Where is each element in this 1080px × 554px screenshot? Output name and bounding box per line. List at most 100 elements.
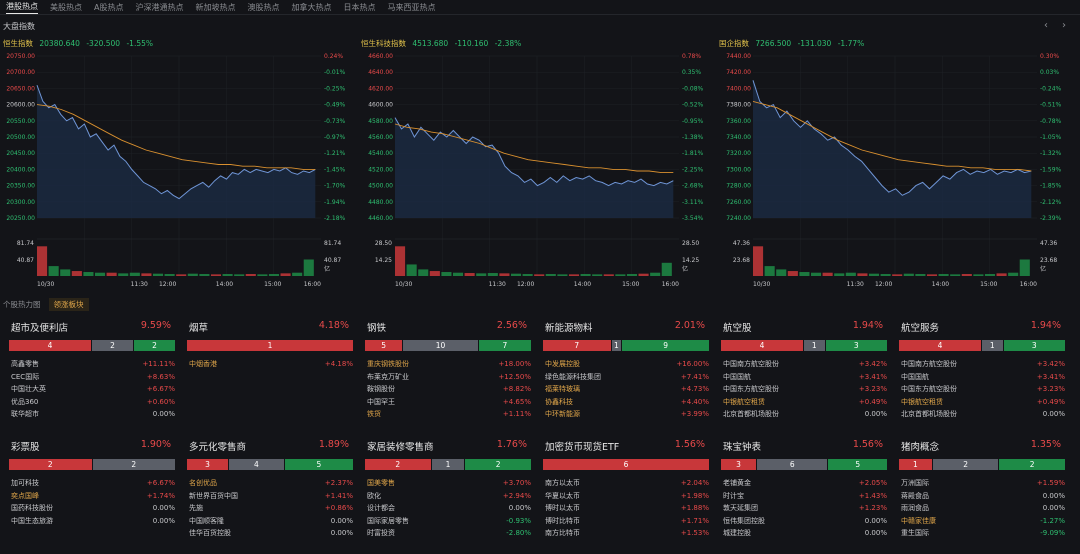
y-tick-label: 7240.00 [726,215,751,222]
y-tick-label: 20300.00 [6,199,35,206]
stock-row[interactable]: 协鑫科技 +4.40% [545,396,709,409]
stock-change: 0.00% [152,410,175,419]
index-chart-hscei[interactable]: 国企指数 7266.500 -131.030 -1.77% 7440.00 0.3… [719,38,1064,290]
stock-row[interactable]: 中国南方航空股份 +3.42% [723,358,887,371]
stock-row[interactable]: 时计宝 +1.43% [723,490,887,503]
tab-hk-hot[interactable]: 港股热点 [6,1,38,14]
stock-row[interactable]: 博时比特币 +1.71% [545,515,709,528]
stock-row[interactable]: 万洲国际 +1.59% [901,477,1065,490]
stock-row[interactable]: 高鑫零售 +11.11% [11,358,175,371]
stock-change: +3.41% [1036,372,1065,381]
stock-row[interactable]: 佳华百货控股 0.00% [189,527,353,540]
stock-row[interactable]: 敦天延集团 +1.23% [723,502,887,515]
stock-row[interactable]: 中发展控股 +16.00% [545,358,709,371]
stock-row[interactable]: 中环新能源 +3.99% [545,408,709,421]
stock-name: 中国壮大英 [11,385,46,394]
stock-row[interactable]: 城建控股 0.00% [723,527,887,540]
volume-bar [210,274,222,276]
stock-name: 南方比特币 [545,529,580,538]
stock-row[interactable]: 重生国际 -9.09% [901,527,1065,540]
stock-row[interactable]: 北京首都机场股份 0.00% [723,408,887,421]
tab-ca-hot[interactable]: 加拿大热点 [291,2,332,12]
stock-row[interactable]: 先施 +0.86% [189,502,353,515]
tab-sg-hot[interactable]: 新加坡热点 [195,2,236,12]
stock-change: +1.43% [858,491,887,500]
stock-row[interactable]: 名创优品 +2.37% [189,477,353,490]
stock-name: 南方以太币 [545,479,580,488]
tab-au-hot[interactable]: 澳股热点 [247,2,280,12]
stock-row[interactable]: 时富投资 -2.80% [367,527,531,540]
stock-row[interactable]: 国际家居零售 -0.93% [367,515,531,528]
tab-a-hot[interactable]: A股热点 [94,2,124,12]
stock-list: 国美零售 +3.70% 欧化 +2.94% 设计都会 0.00% 国际家居零售 -0.93% 时… [367,477,531,540]
stock-row[interactable]: 中国罕王 +4.65% [367,396,531,409]
index-change: -320.500 [86,39,121,48]
stock-row[interactable]: 鞍钢股份 +8.82% [367,383,531,396]
stock-name: 中国国航 [901,372,929,381]
stock-row[interactable]: 中国顺客隆 0.00% [189,515,353,528]
y-pct-label: -2.68% [682,183,704,190]
stock-row[interactable]: 福莱特玻璃 +4.73% [545,383,709,396]
index-chart-hstech[interactable]: 恒生科技指数 4513.680 -110.160 -2.38% 4660.00 0… [361,38,706,290]
stock-row[interactable]: 中国南方航空股份 +3.42% [901,358,1065,371]
stock-row[interactable]: 南方以太币 +2.04% [545,477,709,490]
stock-row[interactable]: 华夏以太币 +1.98% [545,490,709,503]
tab-us-hot[interactable]: 美股热点 [50,2,82,12]
stock-row[interactable]: CEC国际 +8.63% [11,371,175,384]
stock-row[interactable]: 中银航空租赁 +0.49% [901,396,1065,409]
stock-row[interactable]: 布莱克万矿业 +12.50% [367,371,531,384]
advancers-segment: 4 [899,340,981,351]
index-name: 国企指数 [719,39,749,48]
chevron-right-icon[interactable]: › [1062,20,1066,31]
volume-bar [141,273,152,276]
stock-row[interactable]: 重庆钢铁股份 +18.00% [367,358,531,371]
stock-row[interactable]: 中国生态旅游 0.00% [11,515,175,528]
stock-row[interactable]: 奕点国峰 +1.74% [11,490,175,503]
stock-row[interactable]: 优品360 +0.60% [11,396,175,409]
tab-jp-hot[interactable]: 日本热点 [343,2,376,12]
sector-pct: 1.90% [140,439,171,450]
stock-row[interactable]: 中银航空租赁 +0.49% [723,396,887,409]
stock-row[interactable]: 国美零售 +3.70% [367,477,531,490]
stock-row[interactable]: 新世界百货中国 +1.41% [189,490,353,503]
y-tick-label: 20750.00 [6,53,35,60]
stock-row[interactable]: 中国壮大英 +6.67% [11,383,175,396]
stock-row[interactable]: 恒伟集团控股 0.00% [723,515,887,528]
unchanged-segment: 2 [92,459,175,470]
chevron-left-icon[interactable]: ‹ [1044,20,1048,31]
y-tick-label: 4520.00 [368,166,393,173]
stock-row[interactable]: 加可科技 +6.67% [11,477,175,490]
stock-row[interactable]: 中国国航 +3.41% [723,371,887,384]
stock-row[interactable]: 中赣家佳康 -1.27% [901,515,1065,528]
volume-bar [303,259,314,276]
stock-row[interactable]: 北京首都机场股份 0.00% [901,408,1065,421]
stock-row[interactable]: 国药科技股份 0.00% [11,502,175,515]
stock-row[interactable]: 蒋殿食品 0.00% [901,490,1065,503]
stock-row[interactable]: 绿色能源科技集团 +7.41% [545,371,709,384]
tab-connect-hot[interactable]: 沪深港通热点 [135,2,184,12]
tab-my-hot[interactable]: 马来西亚热点 [387,2,436,12]
leading-sector-tag[interactable]: 领涨板块 [48,298,89,311]
stock-row[interactable]: 南方比特币 +1.53% [545,527,709,540]
volume-bar [892,274,903,276]
stock-row[interactable]: 雨润食品 0.00% [901,502,1065,515]
stock-change: +3.70% [502,479,531,488]
heatmap-dropdown[interactable]: 个股热力图 [3,300,41,309]
stock-row[interactable]: 联华超市 0.00% [11,408,175,421]
stock-change: +3.42% [858,360,887,369]
stock-row[interactable]: 中国国航 +3.41% [901,371,1065,384]
stock-row[interactable]: 铁货 +1.11% [367,408,531,421]
stock-row[interactable]: 中国东方航空股份 +3.23% [901,383,1065,396]
stock-name: 中国南方航空股份 [901,360,957,369]
stock-row[interactable]: 设计都会 0.00% [367,502,531,515]
volume-bar [164,274,175,276]
stock-row[interactable]: 中烟香港 +4.18% [189,358,353,371]
index-chart-hsi[interactable]: 恒生指数 20380.640 -320.500 -1.55% 20750.00 0… [3,38,348,290]
stock-row[interactable]: 欧化 +2.94% [367,490,531,503]
stock-change: 0.00% [1042,504,1065,513]
stock-row[interactable]: 老铺黄金 +2.05% [723,477,887,490]
stock-row[interactable]: 中国东方航空股份 +3.23% [723,383,887,396]
stock-change: +0.60% [146,397,175,406]
stock-change: +0.49% [1036,397,1065,406]
stock-row[interactable]: 博时以太币 +1.88% [545,502,709,515]
